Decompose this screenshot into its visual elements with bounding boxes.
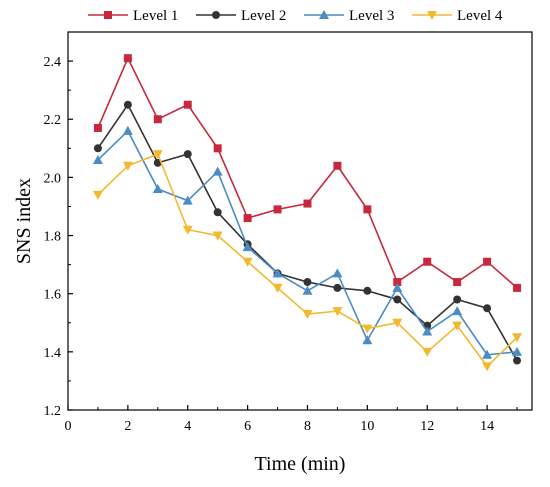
data-point [153, 115, 162, 124]
series-line [97, 56, 518, 289]
data-point [212, 166, 223, 176]
legend-item-4: Level 4 [412, 8, 503, 24]
data-point [183, 100, 192, 109]
legend-item-1: Level 1 [88, 8, 178, 24]
data-point [362, 335, 373, 345]
x-tick-label: 14 [480, 419, 494, 434]
data-point [152, 184, 163, 194]
y-axis-title: SNS index [13, 178, 35, 264]
data-point [152, 150, 163, 160]
data-point [302, 285, 313, 295]
data-point [213, 208, 222, 217]
data-point [332, 307, 343, 317]
axes: 0 2 4 6 8 10 12 14 1.2 1.4 1.6 1.8 2.0 2.2 2.4 [44, 55, 518, 434]
legend-label: Level 1 [133, 8, 178, 24]
legend-marker [104, 11, 112, 19]
data-point [512, 346, 523, 356]
x-tick-label: 12 [420, 419, 434, 434]
data-point [93, 123, 102, 132]
data-point [243, 214, 252, 223]
data-point [93, 144, 102, 153]
data-point [183, 150, 192, 159]
data-point [482, 362, 493, 372]
series-3 [92, 125, 523, 359]
x-tick-label: 10 [360, 419, 374, 434]
data-point [303, 278, 312, 287]
legend-label: Level 2 [241, 8, 286, 24]
data-point [273, 205, 282, 214]
plot-frame [67, 31, 533, 411]
y-tick-label: 2.2 [44, 113, 62, 128]
data-point [392, 318, 403, 328]
data-point [512, 333, 523, 343]
data-point [422, 347, 433, 357]
data-point [483, 257, 492, 266]
y-tick-label: 1.8 [44, 230, 62, 245]
legend-marker [319, 10, 329, 19]
y-tick-label: 2.0 [44, 171, 62, 186]
x-axis-title: Time (min) [255, 453, 346, 475]
x-tick-label: 0 [65, 419, 72, 434]
data-point [453, 278, 462, 287]
y-tick-label: 1.2 [44, 404, 62, 419]
data-point [123, 54, 132, 63]
data-point [333, 161, 342, 170]
data-point [92, 190, 103, 200]
data-point [302, 310, 313, 320]
y-tick-label: 1.4 [44, 346, 62, 361]
data-point [182, 225, 193, 235]
data-point [393, 278, 402, 287]
data-point [333, 283, 342, 292]
series-layer [92, 54, 523, 372]
data-point [513, 356, 522, 365]
x-tick-label: 8 [304, 419, 311, 434]
data-point [482, 349, 493, 359]
data-point [363, 286, 372, 295]
data-point [213, 144, 222, 153]
data-point [123, 100, 132, 109]
y-tick-label: 1.6 [44, 288, 62, 303]
data-point [92, 154, 103, 164]
series-1 [93, 54, 522, 292]
series-4 [92, 150, 523, 372]
data-point [272, 268, 283, 278]
data-point [392, 282, 403, 292]
legend-marker [212, 11, 220, 19]
legend-label: Level 4 [457, 8, 503, 24]
legend-item-2: Level 2 [196, 8, 286, 24]
data-point [423, 257, 432, 266]
data-point [272, 283, 283, 293]
data-point [513, 283, 522, 292]
data-point [122, 161, 133, 171]
x-tick-label: 2 [124, 419, 131, 434]
data-point [242, 242, 253, 252]
series-line [97, 153, 518, 368]
data-point [303, 199, 312, 208]
y-tick-label: 2.4 [44, 55, 62, 70]
data-point [332, 268, 343, 278]
data-point [452, 321, 463, 331]
x-tick-label: 4 [184, 419, 191, 434]
legend: Level 1 Level 2 Level 3 Level 4 [88, 8, 503, 24]
legend-marker [427, 11, 437, 20]
data-point [483, 304, 492, 313]
data-point [242, 257, 253, 267]
data-point [452, 306, 463, 316]
data-point [363, 205, 372, 214]
data-point [362, 324, 373, 334]
data-point [422, 326, 433, 336]
data-point [212, 231, 223, 241]
data-point [122, 125, 133, 135]
data-point [182, 195, 193, 205]
legend-item-3: Level 3 [304, 8, 394, 24]
legend-label: Level 3 [349, 8, 394, 24]
data-point [453, 295, 462, 304]
data-point [393, 295, 402, 304]
x-tick-label: 6 [244, 419, 251, 434]
